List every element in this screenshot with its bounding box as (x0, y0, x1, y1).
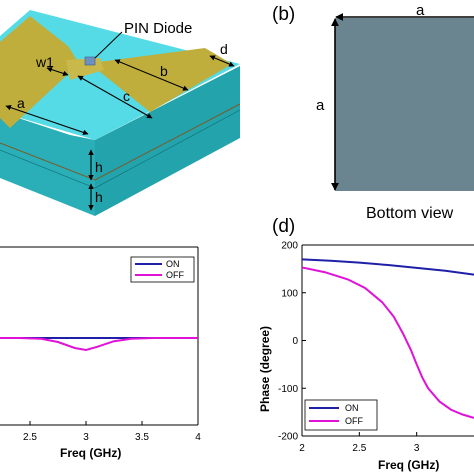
d-ylabel: Phase (degree) (258, 326, 272, 412)
d-y-tick-label: 100 (281, 288, 298, 299)
d-x-tick-label: 2 (299, 443, 305, 454)
c-series-line-off (0, 337, 198, 352)
c-series (0, 337, 198, 352)
d-y-tick-label: -200 (278, 432, 298, 443)
d-x-tick-label: 2.5 (352, 443, 366, 454)
panel-c-chart: 2.5 3 3.5 4 Freq (GHz) ON OFF (0, 246, 201, 460)
panel-a-antenna-model: PIN Diode w1 a b c d h h (0, 10, 241, 216)
pin-diode-component (84, 56, 96, 66)
d-legend-off-label: OFF (345, 416, 363, 426)
panel-b-letter: (b) (272, 4, 295, 25)
substrate-right-face (95, 66, 240, 216)
d-ticks: 2 2.5 3 200 100 0 -100 -200 (278, 241, 420, 455)
ground-plate (335, 18, 474, 191)
panel-b-bottom-view: (b) a a Bottom view (272, 2, 474, 222)
bottom-view-caption: Bottom view (366, 205, 454, 222)
layer-line-front (0, 103, 241, 181)
panel-d-letter: (d) (272, 216, 295, 237)
d-legend-box (304, 399, 378, 431)
panel-d-chart: (d) 2 2.5 3 200 100 0 -100 -200 Freq (GHz) Phas… (258, 216, 474, 472)
c-x-tick-label: 4 (195, 432, 201, 443)
label-b: b (160, 63, 168, 79)
c-x-ticks: 2.5 3 3.5 4 (23, 421, 201, 443)
label-h1: h (95, 159, 103, 175)
d-legend: ON OFF (304, 399, 378, 431)
d-y-tick-label: 0 (292, 336, 298, 347)
dim-b-arrow (114, 59, 189, 91)
c-legend-on-label: ON (166, 259, 180, 269)
label-w1: w1 (35, 54, 54, 70)
dim-d-arrow (209, 55, 235, 67)
c-legend: ON OFF (130, 256, 195, 283)
d-legend-on-label: ON (345, 403, 359, 413)
label-c: c (123, 88, 130, 104)
side-a-label: a (316, 97, 325, 114)
c-legend-off-label: OFF (166, 270, 184, 280)
dim-w1-arrow (46, 66, 69, 77)
d-series-line-off (301, 266, 474, 419)
d-series (301, 258, 474, 419)
label-d: d (220, 41, 228, 57)
pin-diode-pointer (94, 31, 123, 59)
label-a: a (17, 95, 25, 111)
dim-a-arrow (5, 104, 89, 136)
d-x-tick-label: 3 (414, 443, 420, 454)
c-xlabel: Freq (GHz) (60, 446, 121, 460)
gold-patch-left (0, 16, 78, 128)
d-y-tick-label: 200 (281, 241, 298, 252)
c-legend-box (130, 256, 195, 283)
pin-diode-label: PIN Diode (124, 20, 192, 37)
label-h2: h (95, 189, 103, 205)
c-x-tick-label: 3 (83, 432, 89, 443)
d-series-line-on (301, 258, 474, 276)
substrate-front-face (0, 112, 95, 216)
dim-c-arrow (77, 75, 153, 119)
c-x-tick-label: 2.5 (23, 432, 37, 443)
layer-line-front-2 (0, 109, 241, 189)
d-y-tick-label: -100 (278, 384, 298, 395)
top-a-label: a (416, 2, 425, 19)
c-x-tick-label: 3.5 (135, 432, 149, 443)
d-xlabel: Freq (GHz) (378, 458, 439, 472)
